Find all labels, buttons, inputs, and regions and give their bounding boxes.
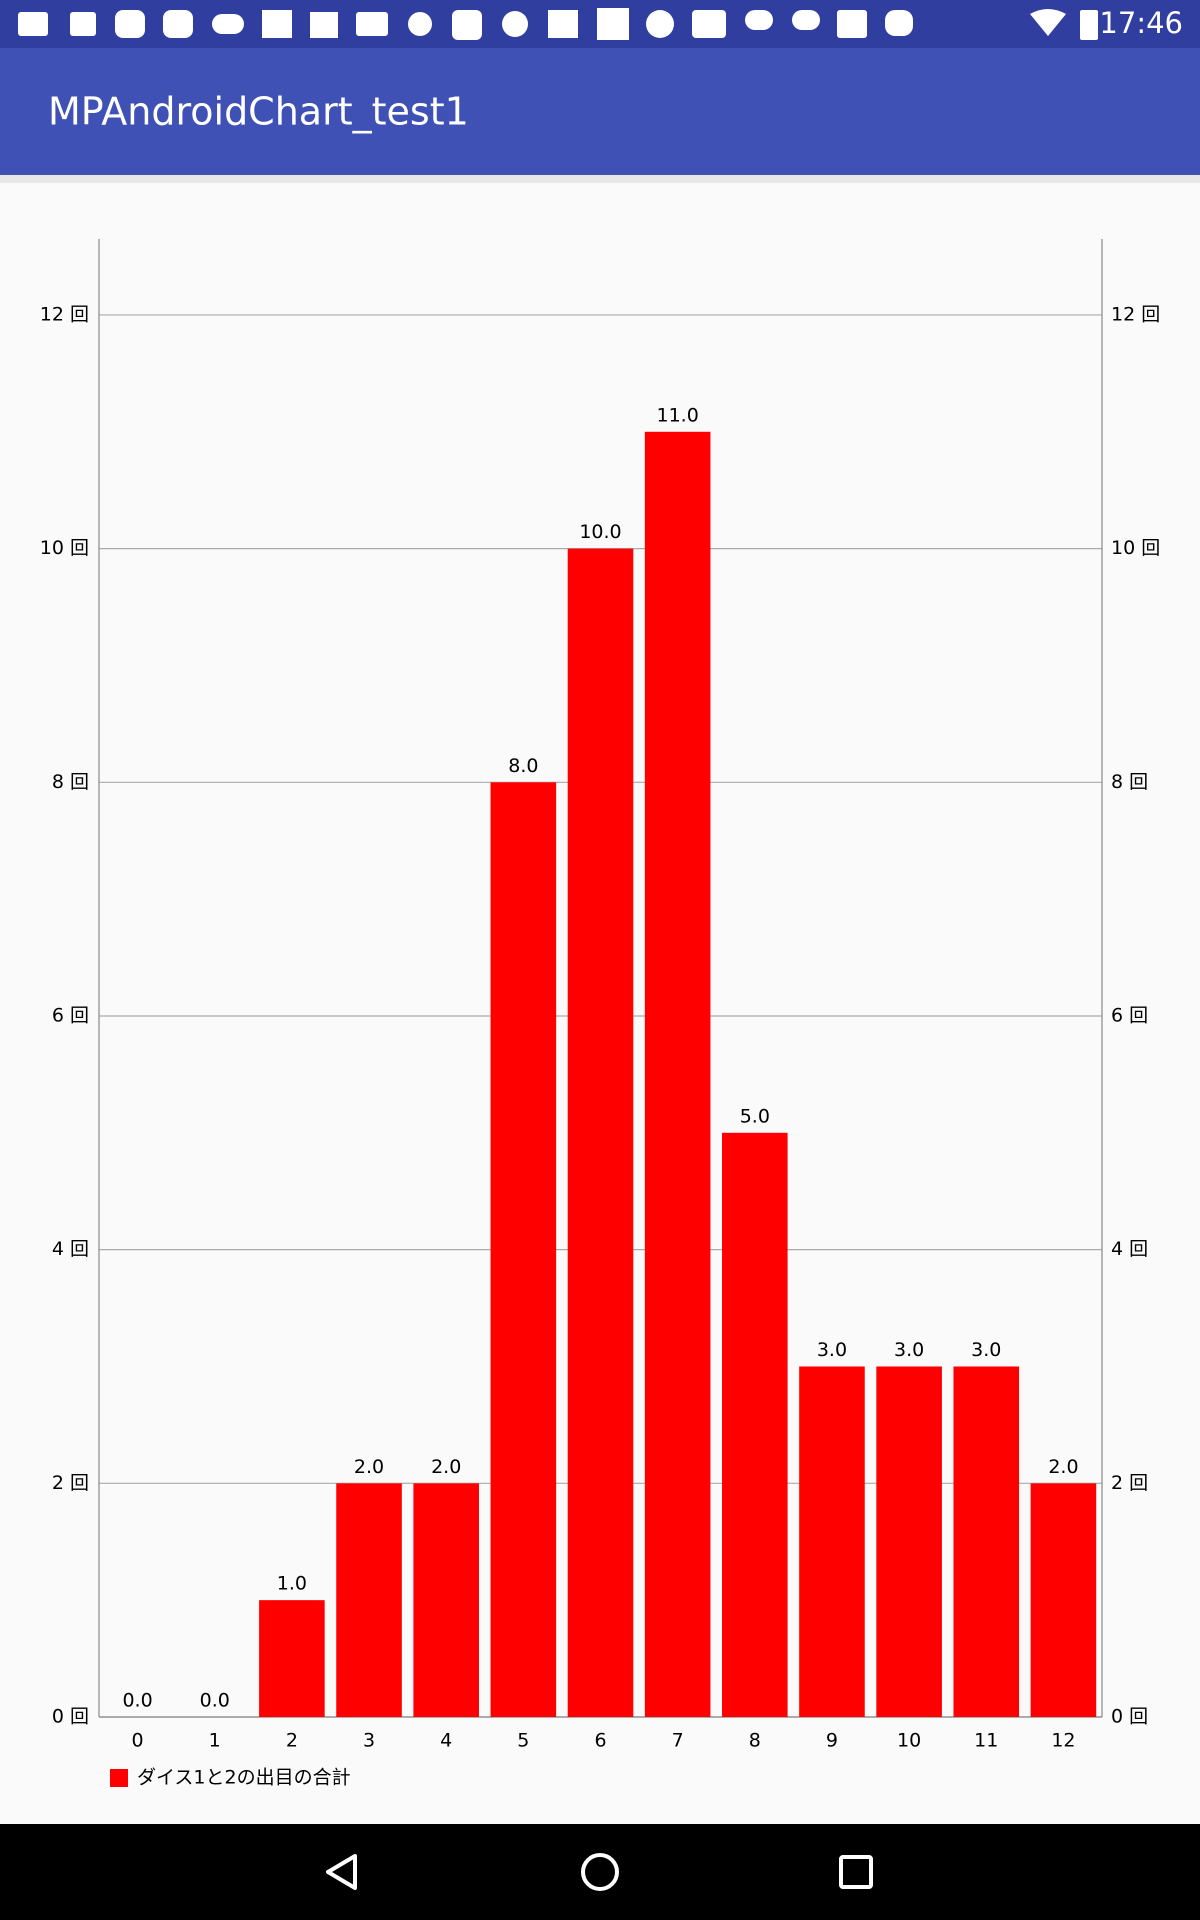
value-label: 3.0 (894, 1339, 924, 1361)
chart: 0 回2 回4 回6 回8 回10 回12 回0 回2 回4 回6 回8 回10… (40, 239, 1160, 1789)
app-bar-shadow (0, 175, 1200, 183)
bar (413, 1483, 479, 1717)
bar (336, 1483, 402, 1717)
value-label: 8.0 (508, 755, 538, 777)
y-tick-label: 2 回 (52, 1472, 89, 1494)
x-tick-label: 0 (132, 1730, 144, 1752)
y-tick-label: 6 回 (52, 1004, 89, 1026)
x-tick-label: 9 (826, 1730, 838, 1752)
y-tick-label: 10 回 (40, 537, 89, 559)
value-label: 10.0 (579, 521, 621, 543)
x-tick-label: 11 (974, 1730, 998, 1752)
value-label: 3.0 (971, 1339, 1001, 1361)
value-label: 0.0 (122, 1690, 152, 1712)
x-tick-label: 1 (209, 1730, 221, 1752)
bar (722, 1132, 788, 1717)
nav-bar (0, 1824, 1200, 1920)
app-title: MPAndroidChart_test1 (48, 90, 469, 134)
value-label: 5.0 (740, 1105, 770, 1127)
y2-tick-label: 2 回 (1111, 1472, 1148, 1494)
value-label: 3.0 (817, 1339, 847, 1361)
y2-tick-label: 4 回 (1111, 1238, 1148, 1260)
y2-tick-label: 8 回 (1111, 771, 1148, 793)
y-tick-label: 12 回 (40, 303, 89, 325)
x-tick-label: 12 (1051, 1730, 1075, 1752)
y-tick-label: 0 回 (52, 1706, 89, 1728)
bar (644, 431, 711, 1718)
y2-tick-label: 10 回 (1111, 537, 1160, 559)
value-label: 11.0 (656, 404, 698, 426)
value-label: 2.0 (431, 1456, 461, 1478)
bar (567, 548, 634, 1717)
status-time: 17:46 (1099, 6, 1183, 40)
home-button[interactable] (581, 1853, 619, 1891)
bar (1030, 1483, 1097, 1717)
value-label: 2.0 (1048, 1456, 1078, 1478)
bar (490, 782, 557, 1717)
back-button[interactable] (326, 1854, 357, 1890)
y2-tick-label: 6 回 (1111, 1004, 1148, 1026)
bar (799, 1366, 865, 1717)
y2-tick-label: 12 回 (1111, 303, 1160, 325)
value-label: 2.0 (354, 1456, 384, 1478)
bar (953, 1366, 1020, 1717)
bar (259, 1600, 325, 1717)
x-tick-label: 3 (363, 1730, 375, 1752)
value-label: 1.0 (277, 1573, 307, 1595)
x-tick-label: 2 (286, 1730, 298, 1752)
x-tick-label: 8 (749, 1730, 761, 1752)
status-icons (18, 8, 1098, 40)
x-tick-label: 6 (594, 1730, 606, 1752)
x-tick-label: 5 (517, 1730, 529, 1752)
x-tick-label: 4 (440, 1730, 452, 1752)
recents-button[interactable] (839, 1855, 873, 1889)
legend-swatch (110, 1769, 128, 1787)
legend-label: ダイス1と2の出目の合計 (137, 1767, 351, 1789)
value-label: 0.0 (200, 1690, 230, 1712)
x-tick-label: 7 (672, 1730, 684, 1752)
x-tick-label: 10 (897, 1730, 921, 1752)
y2-tick-label: 0 回 (1111, 1706, 1148, 1728)
y-tick-label: 8 回 (52, 771, 89, 793)
y-tick-label: 4 回 (52, 1238, 89, 1260)
bar (876, 1366, 942, 1717)
app-bar (0, 48, 1200, 175)
